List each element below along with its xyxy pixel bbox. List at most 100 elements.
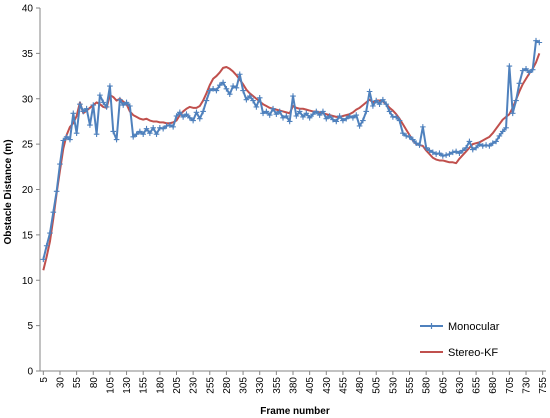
data-point-monocular (150, 124, 156, 131)
data-point-monocular (496, 133, 503, 139)
data-point-monocular (273, 111, 280, 117)
data-point-monocular (53, 188, 60, 195)
data-point-monocular (529, 66, 536, 73)
x-tick-label: 630 (455, 377, 466, 394)
data-point-monocular (346, 113, 353, 119)
x-tick-label: 430 (322, 377, 333, 394)
data-point-monocular (103, 104, 110, 110)
x-tick-label: 255 (205, 377, 216, 394)
data-point-monocular (533, 37, 539, 44)
data-point-monocular (376, 101, 383, 107)
x-tick-label: 180 (155, 377, 166, 394)
data-point-monocular (440, 153, 446, 159)
data-point-monocular (276, 108, 283, 115)
x-tick-label: 80 (89, 377, 100, 389)
legend-label-monocular: Monocular (448, 321, 500, 333)
data-point-monocular (70, 110, 77, 117)
data-point-monocular (479, 143, 486, 149)
x-tick-label: 655 (472, 377, 483, 394)
data-point-monocular (163, 123, 170, 129)
y-tick-label: 10 (22, 276, 34, 287)
x-tick-label: 55 (72, 377, 83, 389)
data-point-monocular (330, 116, 336, 123)
data-point-monocular (233, 85, 240, 91)
x-axis-title: Frame number (260, 406, 330, 417)
data-point-monocular (77, 101, 83, 107)
data-point-monocular (426, 147, 433, 154)
data-point-monocular (87, 122, 93, 128)
data-point-monocular (449, 149, 456, 156)
data-point-monocular (67, 136, 73, 143)
data-point-monocular (403, 133, 409, 139)
data-point-monocular (47, 230, 53, 236)
data-point-monocular (469, 146, 476, 153)
data-point-monocular (360, 117, 366, 124)
x-tick-label: 30 (55, 377, 66, 389)
data-point-monocular (73, 130, 80, 137)
data-point-monocular (280, 115, 286, 121)
data-point-monocular (243, 96, 250, 103)
data-point-monocular (293, 113, 300, 119)
data-point-monocular (503, 124, 509, 131)
data-point-monocular (263, 108, 270, 115)
data-point-monocular (117, 96, 123, 103)
data-point-monocular (270, 105, 276, 112)
data-point-monocular (420, 124, 426, 130)
data-point-monocular (316, 112, 323, 118)
data-point-monocular (170, 124, 176, 130)
x-tick-label: 480 (355, 377, 366, 394)
data-point-monocular (326, 113, 333, 119)
data-point-monocular (187, 115, 193, 121)
x-tick-label: 730 (522, 377, 533, 394)
data-point-monocular (100, 99, 107, 106)
data-point-monocular (306, 115, 313, 121)
data-point-monocular (180, 114, 186, 120)
data-point-monocular (513, 97, 519, 104)
data-point-monocular (246, 93, 253, 99)
data-point-monocular (366, 88, 373, 95)
data-point-monocular (283, 113, 290, 119)
data-point-monocular (350, 115, 356, 121)
data-point-monocular (506, 63, 513, 69)
data-point-monocular (430, 149, 436, 156)
x-tick-label: 5 (39, 377, 50, 383)
data-point-monocular (516, 80, 523, 87)
data-point-monocular (203, 97, 210, 104)
data-point-monocular (493, 138, 499, 145)
x-tick-label: 205 (172, 377, 183, 394)
y-tick-label: 35 (22, 49, 34, 60)
data-point-monocular (446, 151, 453, 157)
data-point-monocular (466, 138, 473, 145)
x-tick-label: 130 (122, 377, 133, 394)
data-point-monocular (80, 108, 87, 115)
data-point-monocular (290, 93, 296, 99)
data-point-monocular (303, 110, 310, 117)
y-tick-label: 5 (27, 321, 33, 332)
data-point-monocular (410, 136, 416, 143)
data-point-monocular (153, 131, 160, 137)
data-point-monocular (356, 123, 363, 129)
data-point-monocular (489, 140, 496, 147)
data-point-monocular (416, 142, 423, 148)
data-point-monocular (333, 118, 340, 125)
legend-item-monocular: Monocular (420, 321, 500, 333)
data-point-monocular (526, 69, 533, 76)
data-point-monocular (143, 125, 150, 132)
data-point-monocular (343, 115, 350, 122)
x-tick-label: 105 (105, 377, 116, 394)
data-point-monocular (113, 136, 120, 143)
x-axis-ticks: 5 30 55 80 105 130 155 180 205 230 255 280 305 330 355… (39, 371, 549, 394)
x-tick-label: 705 (505, 377, 516, 394)
data-point-monocular (286, 118, 293, 125)
x-tick-label: 530 (388, 377, 399, 394)
data-point-monocular (433, 151, 439, 157)
data-point-monocular (473, 144, 479, 151)
series-line-stereo-kf (42, 53, 541, 271)
data-point-monocular (120, 102, 127, 108)
data-point-monocular (157, 124, 163, 131)
data-point-monocular (200, 108, 206, 115)
data-point-monocular (50, 209, 57, 215)
data-point-monocular (43, 242, 50, 249)
data-point-monocular (147, 130, 153, 137)
y-tick-label: 40 (22, 4, 34, 15)
